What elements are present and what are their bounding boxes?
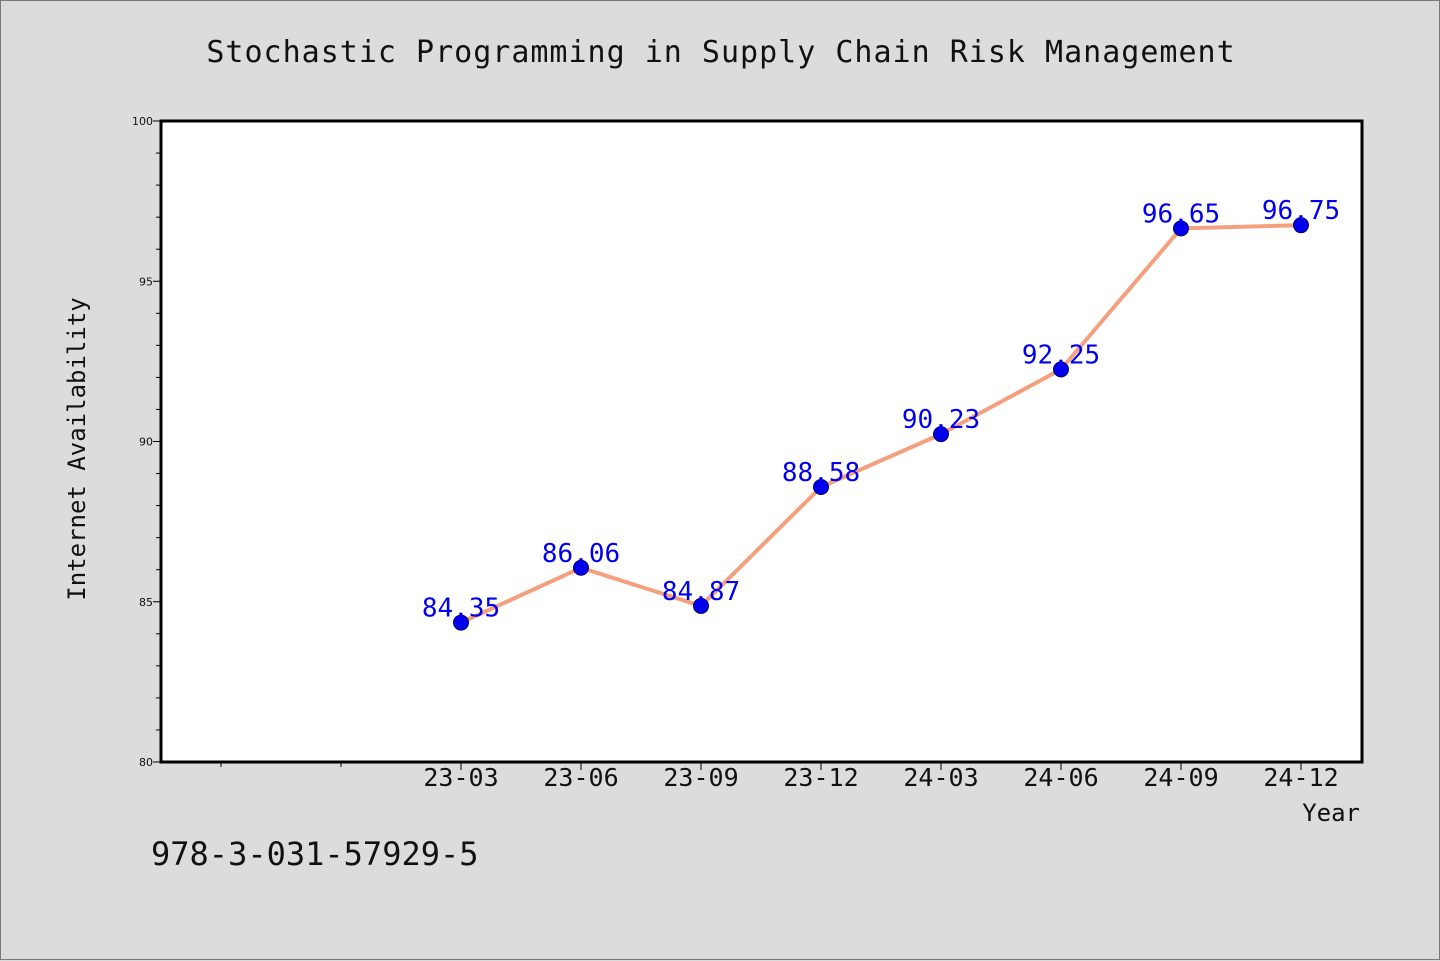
x-axis: 23-03 23-06 23-09 23-12 24-03 24-06 24-09 24-12: [220, 762, 1339, 792]
data-label: 90.23: [902, 405, 980, 435]
data-point-marker: [1293, 217, 1309, 234]
x-tick-label: 23-12: [783, 763, 858, 792]
x-tick-label: 23-06: [543, 763, 618, 792]
series-line: [453, 217, 1309, 631]
data-point-marker: [693, 597, 709, 614]
y-axis-label: Internet Availability: [63, 297, 91, 600]
data-label: 96.65: [1142, 199, 1220, 229]
plot-area: [159, 119, 1364, 764]
x-tick-label: 23-09: [663, 763, 738, 792]
x-tick-label: 24-06: [1023, 763, 1098, 792]
data-point-marker: [813, 479, 829, 496]
data-label: 88.58: [782, 458, 860, 488]
x-tick-label: 24-09: [1143, 763, 1218, 792]
chart-title: Stochastic Programming in Supply Chain R…: [206, 35, 1236, 70]
x-tick-label: 24-03: [903, 763, 978, 792]
y-tick-label: 85: [139, 596, 153, 609]
isbn-text: 978-3-031-57929-5: [151, 835, 479, 873]
data-point-marker: [573, 559, 589, 576]
y-tick-label: 90: [139, 436, 153, 449]
data-label: 84.87: [662, 577, 740, 607]
data-label: 92.25: [1022, 340, 1100, 370]
data-point-marker: [1053, 361, 1069, 378]
data-point-marker: [1173, 220, 1189, 237]
data-label: 96.75: [1262, 196, 1340, 226]
data-labels: 84.35 86.06 84.87 88.58 90.23 92.25 96.65 96.75: [422, 196, 1340, 623]
data-label: 84.35: [422, 594, 500, 624]
x-tick-label: 23-03: [423, 763, 498, 792]
data-label: 86.06: [542, 539, 620, 569]
y-tick-label: 100: [132, 115, 153, 128]
data-point-marker: [453, 614, 469, 631]
x-axis-label: Year: [1302, 799, 1360, 827]
series-path: [460, 223, 1302, 625]
x-tick-label: 24-12: [1263, 763, 1338, 792]
data-point-marker: [933, 426, 949, 443]
y-tick-label: 80: [139, 756, 153, 769]
y-tick-label: 95: [139, 275, 153, 288]
y-axis: 80 85 90 95 100: [132, 115, 161, 769]
